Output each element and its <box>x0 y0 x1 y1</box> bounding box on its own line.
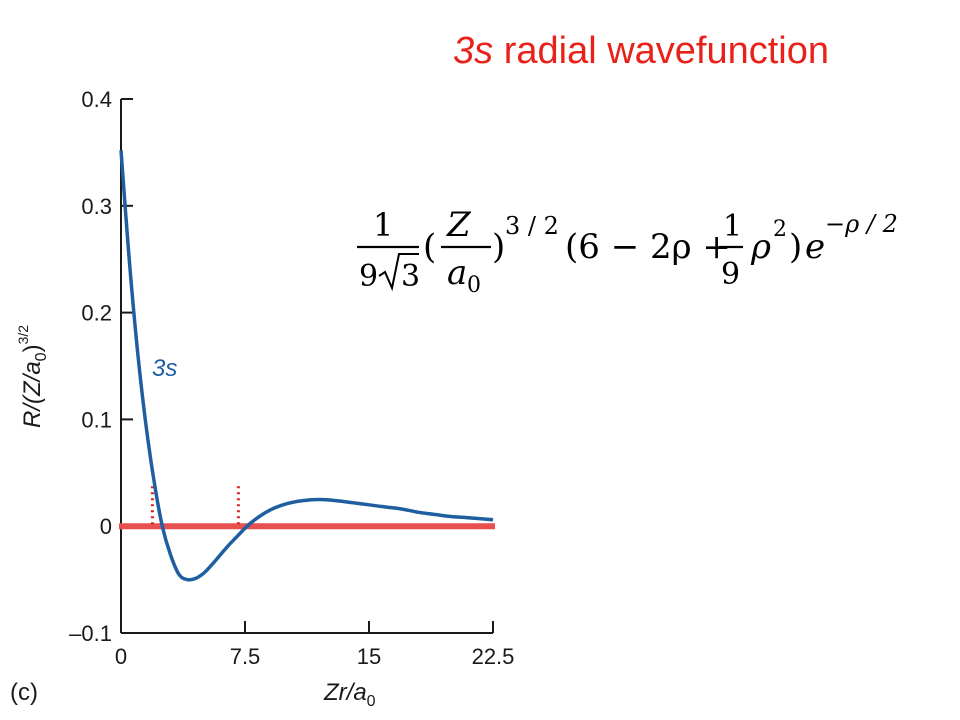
wavefunction-formula: 1 9 3 ( Z a 0 ) 3 / 2 (6 − 2ρ + 1 9 ρ 2 … <box>357 205 898 298</box>
y-axis-ticks: –0.1 0 0.1 0.2 0.3 0.4 <box>69 87 133 646</box>
formula-a-sub: 0 <box>467 273 481 298</box>
x-tick-label: 0 <box>115 644 127 669</box>
x-tick-label: 22.5 <box>472 644 515 669</box>
y-tick-label: 0 <box>100 514 112 539</box>
formula-paren-close: ) <box>492 227 505 267</box>
formula-poly-open: (6 − 2ρ + <box>565 227 731 267</box>
panel-label: (c) <box>10 679 38 706</box>
series-line-3s <box>119 150 494 582</box>
formula-frac-den-coef: 9 <box>359 259 378 294</box>
formula-frac-den-root: 3 <box>401 259 420 294</box>
y-tick-label: 0.3 <box>81 194 112 219</box>
x-axis-label-sub: 0 <box>367 693 376 710</box>
chart-title-text: radial wavefunction <box>493 30 829 72</box>
y-tick-label: 0.2 <box>81 301 112 326</box>
formula-poly-frac-num: 1 <box>723 209 742 244</box>
y-tick-label: 0.4 <box>81 87 112 112</box>
formula-sqrt-sign <box>378 253 419 292</box>
formula-frac-num: 1 <box>373 206 393 244</box>
formula-power: 3 / 2 <box>505 212 559 240</box>
formula-z: Z <box>446 205 472 245</box>
x-axis-label-main: Zr/a <box>323 679 367 706</box>
series-label-3s: 3s <box>152 355 177 382</box>
x-tick-label: 7.5 <box>230 644 261 669</box>
formula-poly-frac-den: 9 <box>721 257 740 292</box>
radial-nodes <box>150 484 240 525</box>
chart-title: 3s radial wavefunction <box>453 30 829 73</box>
formula-a: a <box>447 253 467 293</box>
formula-e-exponent: −ρ / 2 <box>825 210 898 238</box>
y-tick-label: 0.1 <box>81 407 112 432</box>
y-axis-label-close: ) <box>19 344 46 352</box>
y-axis-label-sub: 0 <box>33 352 50 361</box>
y-axis-label-sup: 3/2 <box>15 325 31 345</box>
formula-rho: ρ <box>750 227 771 267</box>
y-tick-label: –0.1 <box>69 621 112 646</box>
x-tick-label: 15 <box>357 644 381 669</box>
formula-e: e <box>805 227 825 267</box>
y-axis-label: R/(Z/a0)3/2 <box>15 325 50 428</box>
x-axis-ticks: 0 7.5 15 22.5 <box>115 621 515 669</box>
formula-poly-close: ) <box>789 227 802 267</box>
y-axis-label-main: R/(Z/a <box>19 361 46 428</box>
formula-paren-open: ( <box>423 227 436 267</box>
formula-rho-sq: 2 <box>773 217 787 242</box>
chart-title-orbital: 3s <box>453 30 494 72</box>
x-axis-label: Zr/a0 <box>323 679 376 710</box>
